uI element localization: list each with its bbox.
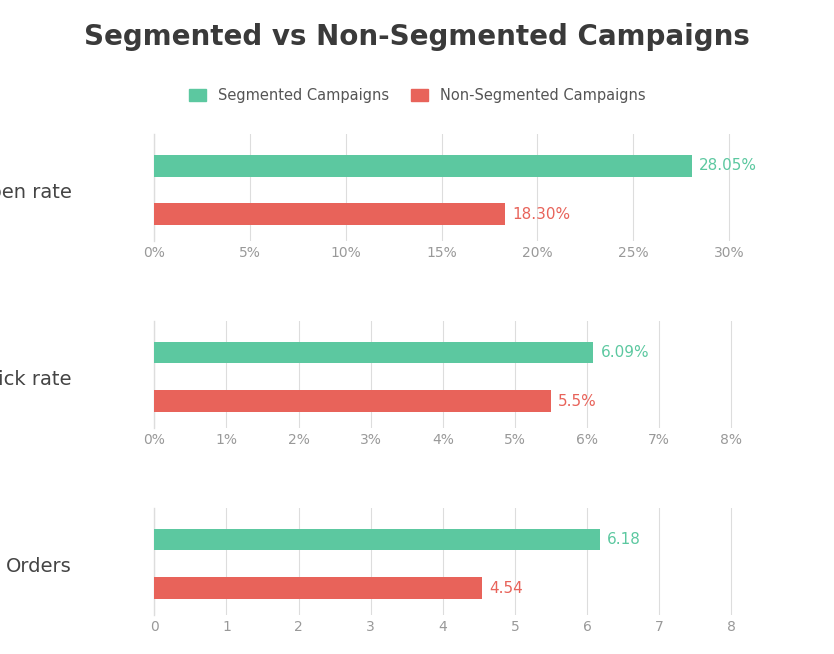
Bar: [154, 341, 594, 364]
Bar: [154, 577, 482, 599]
Text: 6.18: 6.18: [607, 532, 641, 547]
Bar: [154, 155, 691, 177]
Text: 18.30%: 18.30%: [512, 207, 570, 222]
Legend: Segmented Campaigns, Non-Segmented Campaigns: Segmented Campaigns, Non-Segmented Campa…: [183, 82, 651, 109]
Y-axis label: Orders: Orders: [6, 557, 72, 576]
Bar: [154, 528, 600, 551]
Text: 6.09%: 6.09%: [600, 345, 650, 360]
Y-axis label: Click rate: Click rate: [0, 370, 72, 389]
Text: Segmented vs Non-Segmented Campaigns: Segmented vs Non-Segmented Campaigns: [84, 23, 750, 51]
Text: 28.05%: 28.05%: [699, 158, 757, 173]
Y-axis label: Open rate: Open rate: [0, 183, 72, 202]
Text: 4.54: 4.54: [489, 581, 523, 596]
Bar: [154, 203, 505, 225]
Bar: [154, 390, 551, 412]
Text: 5.5%: 5.5%: [558, 394, 597, 409]
